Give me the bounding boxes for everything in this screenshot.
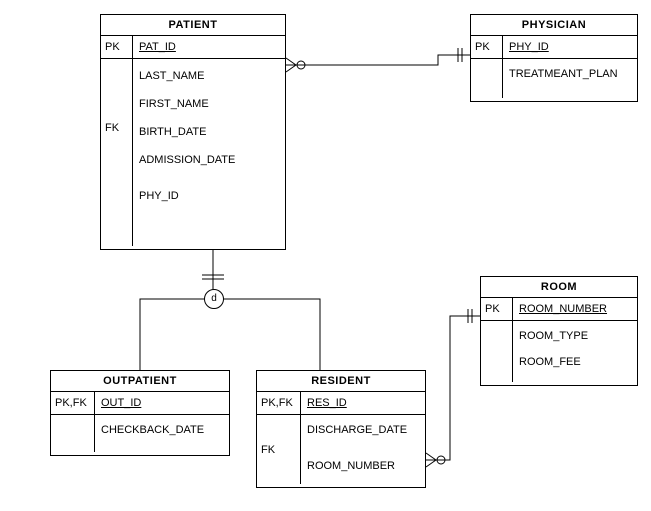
entity-title: PATIENT — [101, 15, 285, 36]
key-cell: FK — [257, 439, 300, 461]
key-cell — [481, 321, 512, 331]
key-cell: PK — [101, 36, 132, 59]
key-cell: FK — [101, 117, 132, 139]
attr-cell: RES_ID — [301, 392, 425, 415]
attr-cell: OUT_ID — [95, 392, 229, 415]
entity-title: PHYSICIAN — [471, 15, 637, 36]
entity-outpatient: OUTPATIENT PK,FK OUT_ID CHECKBACK_DATE — [50, 370, 230, 456]
key-cell — [257, 415, 300, 425]
entity-title: ROOM — [481, 277, 637, 298]
attr-cell: PHY_ID — [133, 185, 285, 207]
attr-cell: ROOM_FEE — [513, 351, 637, 373]
entity-resident: RESIDENT PK,FK FK RES_ID DISCHARGE_DATE … — [256, 370, 426, 488]
disjoint-symbol: d — [204, 289, 224, 309]
disjoint-label: d — [211, 293, 217, 304]
key-cell — [101, 89, 132, 99]
attr-cell: PAT_ID — [133, 36, 285, 59]
entity-room: ROOM PK ROOM_NUMBER ROOM_TYPE ROOM_FEE — [480, 276, 638, 386]
attr-cell: ADMISSION_DATE — [133, 149, 285, 171]
attr-cell: CHECKBACK_DATE — [95, 419, 229, 441]
key-cell — [101, 59, 132, 69]
attr-cell: PHY_ID — [503, 36, 637, 59]
key-cell — [471, 59, 502, 69]
key-cell: PK,FK — [51, 392, 94, 415]
attr-cell: BIRTH_DATE — [133, 121, 285, 143]
attr-cell: ROOM_NUMBER — [301, 455, 425, 477]
key-cell: PK — [471, 36, 502, 59]
entity-physician: PHYSICIAN PK PHY_ID TREATMEANT_PLAN — [470, 14, 638, 102]
key-cell: PK,FK — [257, 392, 300, 415]
attr-cell: DISCHARGE_DATE — [301, 419, 425, 441]
key-cell — [481, 331, 512, 341]
attr-cell: ROOM_TYPE — [513, 325, 637, 347]
key-cell: PK — [481, 298, 512, 321]
key-cell — [101, 69, 132, 79]
entity-patient: PATIENT PK FK PAT_ID LAST_NAME FIRST_NAM… — [100, 14, 286, 250]
attr-cell: TREATMEANT_PLAN — [503, 63, 637, 85]
entity-title: RESIDENT — [257, 371, 425, 392]
entity-title: OUTPATIENT — [51, 371, 229, 392]
attr-cell: FIRST_NAME — [133, 93, 285, 115]
attr-cell: ROOM_NUMBER — [513, 298, 637, 321]
key-cell — [51, 415, 94, 425]
key-cell — [101, 79, 132, 89]
attr-cell: LAST_NAME — [133, 65, 285, 87]
